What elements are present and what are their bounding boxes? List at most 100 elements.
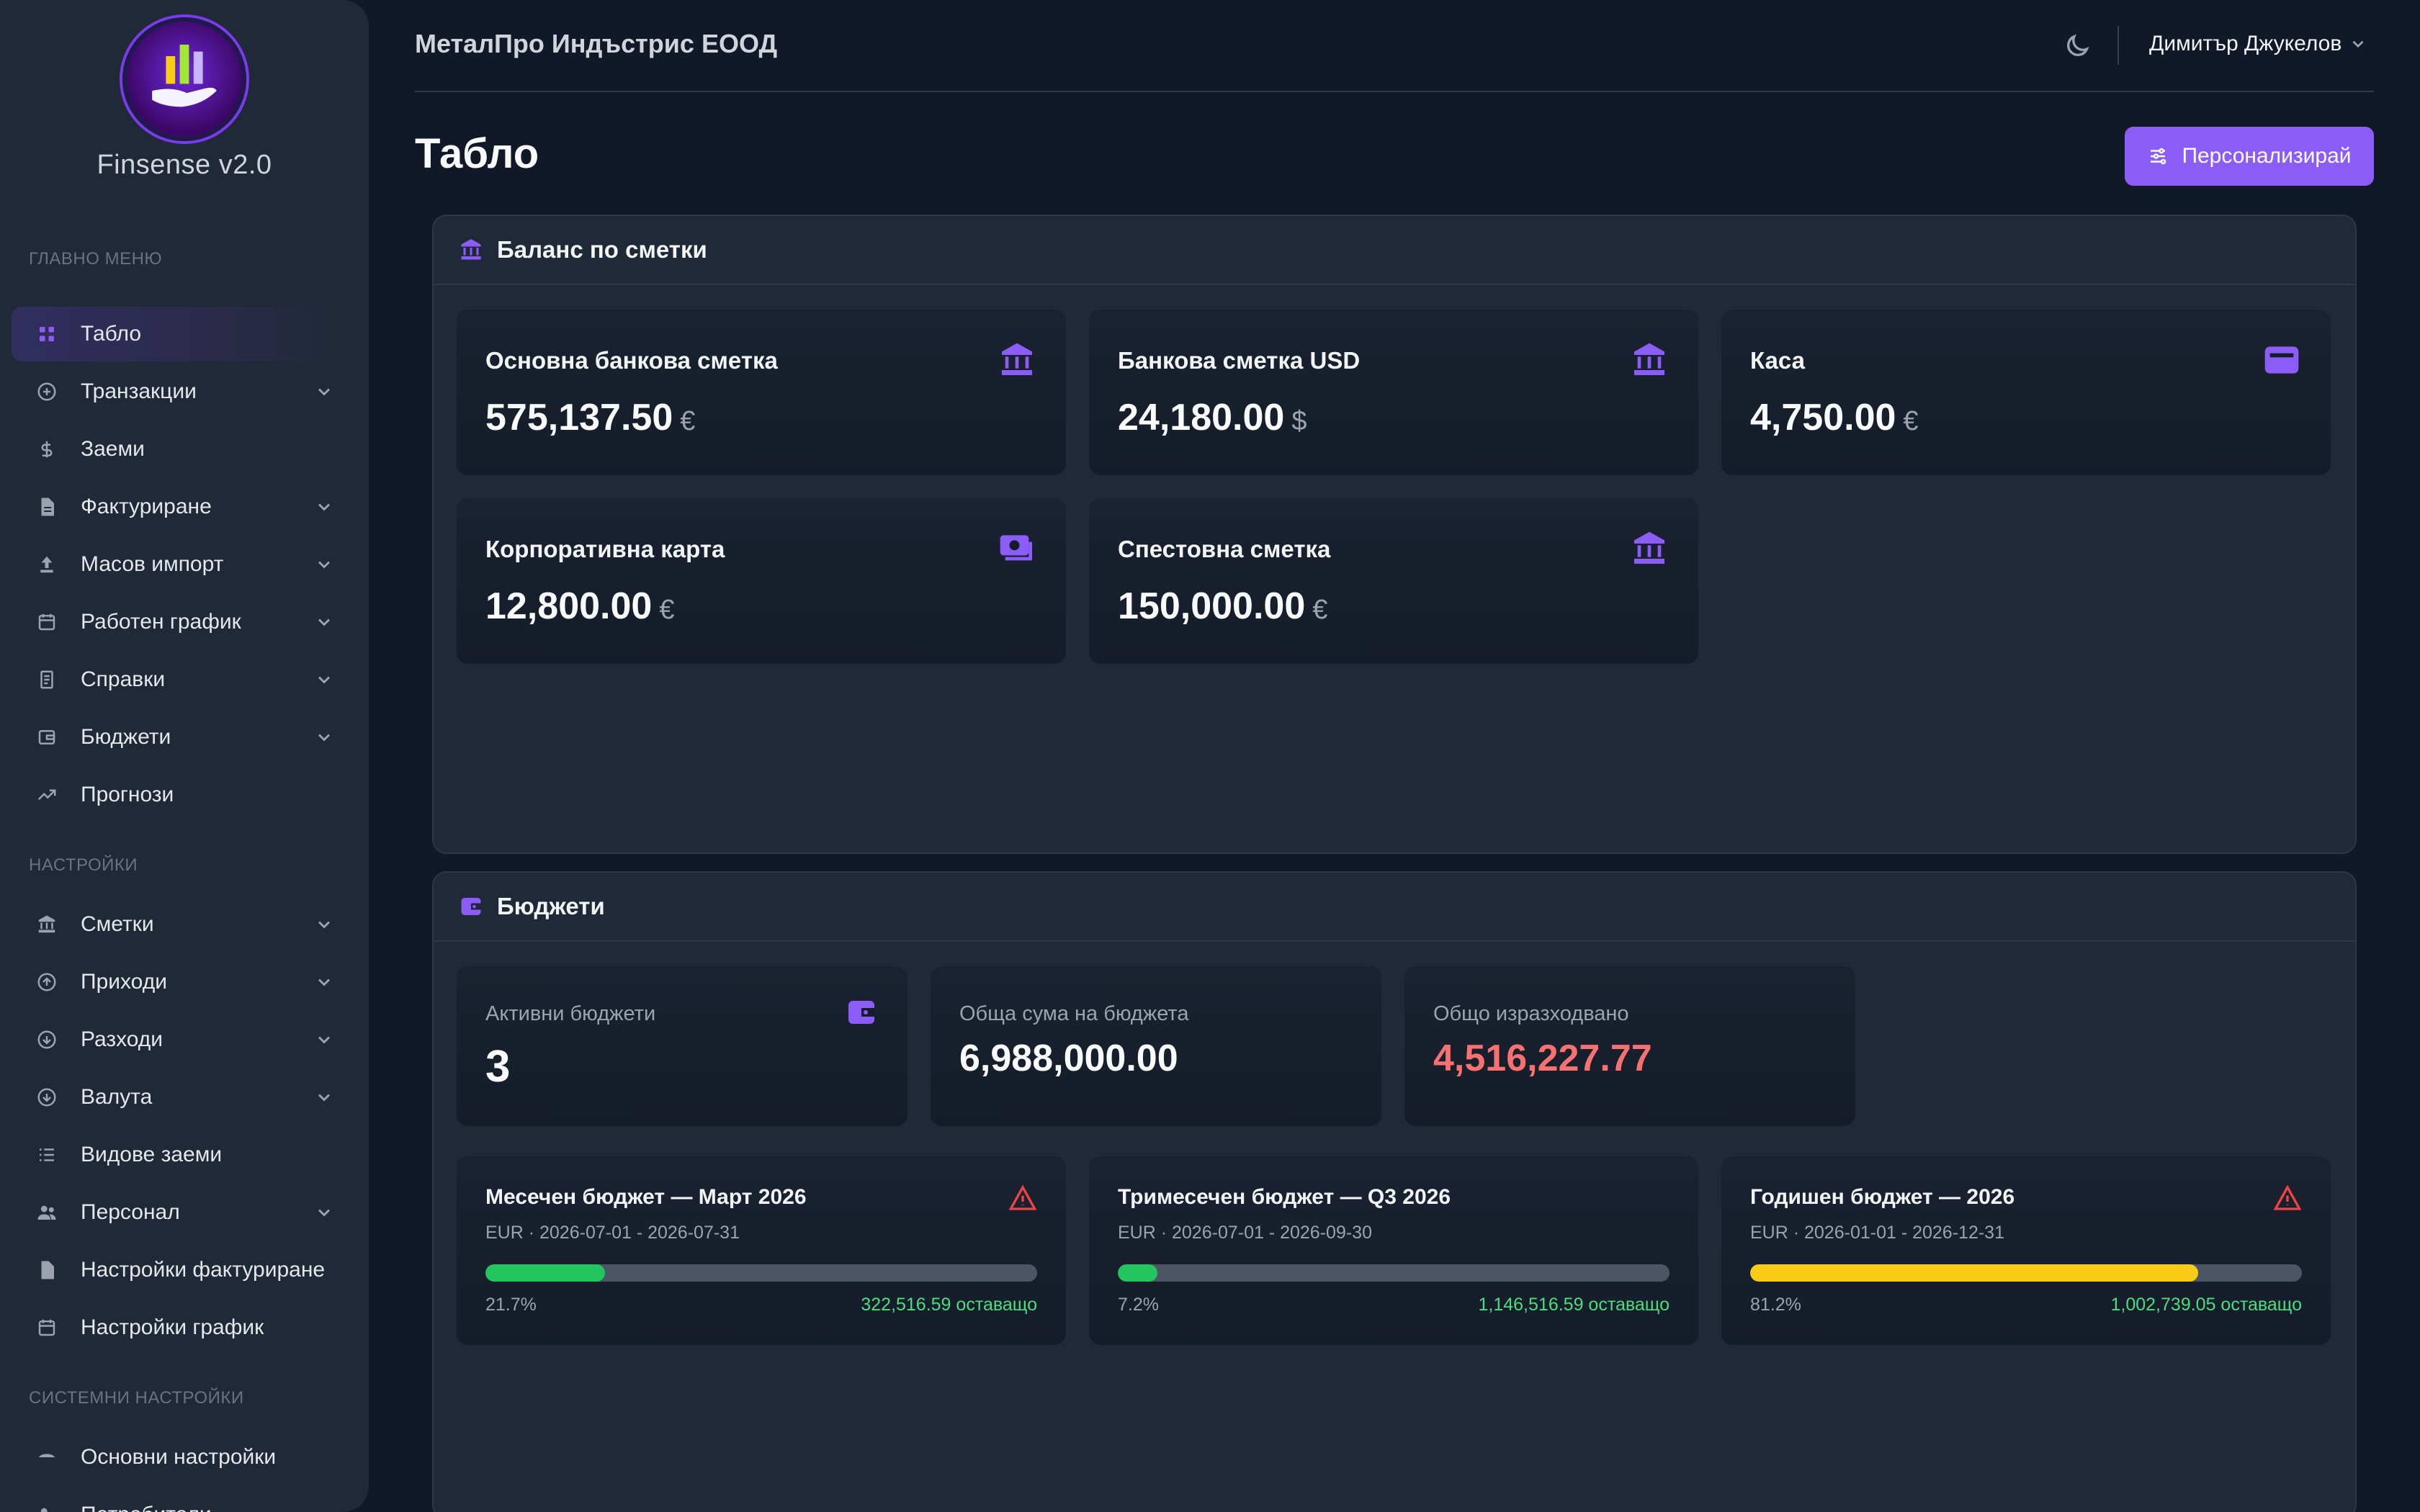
sidebar-item-dashboard[interactable]: Табло (12, 307, 357, 361)
account-currency: € (1312, 595, 1328, 625)
budget-meta: EUR · 2026-07-01 - 2026-07-31 (485, 1223, 740, 1243)
chevron-down-icon[interactable] (314, 670, 334, 690)
budget-card-annual[interactable]: Годишен бюджет — 2026 EUR · 2026-01-01 -… (1721, 1156, 2331, 1345)
account-amount: 575,137.50 (485, 397, 673, 438)
chevron-down-icon[interactable] (314, 914, 334, 935)
settings-menu-label: НАСТРОЙКИ (29, 855, 138, 875)
budgets-panel-title: Бюджети (497, 893, 605, 919)
sidebar-item-label: Справки (81, 667, 166, 691)
account-card-corporate[interactable]: Корпоративна карта 12,800.00 € (457, 498, 1066, 664)
sidebar-item-label: Потребители (81, 1503, 212, 1512)
report-icon (35, 667, 59, 692)
balances-panel: Баланс по сметки Основна банкова сметка … (432, 215, 2357, 854)
chevron-down-icon[interactable] (314, 727, 334, 747)
chevron-down-icon[interactable] (314, 1030, 334, 1050)
upload-icon (35, 552, 59, 577)
chevron-down-icon[interactable] (314, 497, 334, 517)
sidebar-item-income[interactable]: Приходи (12, 955, 357, 1009)
sidebar-item-label: Основни настройки (81, 1445, 277, 1469)
budget-remaining: 322,516.59 оставащо (861, 1295, 1037, 1315)
brand-logo[interactable] (122, 17, 246, 141)
sidebar-item-general-settings[interactable]: Основни настройки (12, 1430, 357, 1485)
customize-button-label: Персонализирай (2182, 144, 2352, 168)
stat-card-total-budget: Обща сума на бюджета 6,988,000.00 (931, 966, 1381, 1126)
account-name: Банкова сметка USD (1118, 347, 1361, 374)
wallet-icon (844, 995, 879, 1030)
sidebar-item-label: Транзакции (81, 379, 197, 403)
budget-card-quarterly[interactable]: Тримесечен бюджет — Q3 2026 EUR · 2026-0… (1089, 1156, 1698, 1345)
account-currency: € (1903, 406, 1919, 436)
budget-name: Тримесечен бюджет — Q3 2026 (1118, 1185, 1451, 1209)
settings-icon (35, 1445, 59, 1470)
plus-circle-icon (35, 379, 59, 404)
sidebar-item-work-schedule[interactable]: Работен график (12, 595, 357, 649)
sidebar-item-label: Персонал (81, 1200, 180, 1224)
chevron-down-icon[interactable] (314, 382, 334, 402)
chevron-down-icon[interactable] (314, 612, 334, 632)
chevron-down-icon[interactable] (314, 1087, 334, 1107)
sidebar-item-schedule-settings[interactable]: Настройки график (12, 1300, 357, 1355)
calendar-icon (35, 1315, 59, 1340)
sidebar-item-staff[interactable]: Персонал (12, 1185, 357, 1240)
stat-card-total-spent: Общо изразходвано 4,516,227.77 (1404, 966, 1855, 1126)
account-balance: 24,180.00 $ (1118, 396, 1307, 439)
sidebar-item-loan-types[interactable]: Видове заеми (12, 1128, 357, 1182)
account-card-cash[interactable]: Каса 4,750.00 € (1721, 310, 2331, 475)
topbar-divider (2118, 26, 2119, 65)
chevron-down-icon[interactable] (314, 554, 334, 575)
budget-remaining: 1,002,739.05 оставащо (2110, 1295, 2303, 1315)
sidebar-item-budgets[interactable]: Бюджети (12, 710, 357, 765)
wallet-icon (461, 898, 481, 915)
account-currency: $ (1291, 406, 1307, 436)
document-icon (35, 1258, 59, 1282)
moon-icon[interactable] (2063, 32, 2092, 60)
bank-icon (1629, 340, 1670, 380)
topbar: МеталПро Индъстрис ЕООД Димитър Джукелов (415, 0, 2374, 92)
chevron-down-icon[interactable] (314, 1202, 334, 1223)
user-menu[interactable]: Димитър Джукелов (2149, 32, 2367, 56)
account-card-main[interactable]: Основна банкова сметка 575,137.50 € (457, 310, 1066, 475)
account-amount: 12,800.00 (485, 585, 653, 627)
wallet-icon (35, 725, 59, 750)
main-menu-label: ГЛАВНО МЕНЮ (29, 249, 163, 269)
stat-label: Общо изразходвано (1433, 1002, 1629, 1025)
sidebar-item-label: Масов импорт (81, 552, 224, 576)
brand-name: Finsense v2.0 (97, 150, 272, 180)
sidebar-item-users[interactable]: Потребители (12, 1488, 357, 1512)
trend-icon (35, 783, 59, 807)
bank-icon (997, 340, 1037, 380)
cash-icon (997, 528, 1037, 569)
customize-button[interactable]: Персонализирай (2125, 127, 2374, 186)
warning-icon (2273, 1184, 2302, 1212)
budget-card-monthly[interactable]: Месечен бюджет — Март 2026 EUR · 2026-07… (457, 1156, 1066, 1345)
sidebar-item-expenses[interactable]: Разходи (12, 1012, 357, 1067)
account-card-usd[interactable]: Банкова сметка USD 24,180.00 $ (1089, 310, 1698, 475)
sidebar-item-accounts[interactable]: Сметки (12, 897, 357, 952)
sidebar-item-label: Прогнози (81, 783, 174, 806)
sidebar-item-loans[interactable]: Заеми (12, 422, 357, 477)
sidebar-item-bulk-import[interactable]: Масов импорт (12, 537, 357, 592)
sidebar-item-label: Приходи (81, 970, 167, 994)
account-card-savings[interactable]: Спестовна сметка 150,000.00 € (1089, 498, 1698, 664)
chevron-down-icon[interactable] (314, 972, 334, 992)
sidebar-item-currency[interactable]: Валута (12, 1070, 357, 1125)
stat-value: 3 (485, 1042, 511, 1092)
sidebar-item-label: Валута (81, 1085, 153, 1109)
sidebar-item-reports[interactable]: Справки (12, 652, 357, 707)
sidebar-item-invoicing[interactable]: Фактуриране (12, 480, 357, 534)
sidebar-item-label: Заеми (81, 437, 145, 461)
sidebar-item-forecasts[interactable]: Прогнози (12, 768, 357, 822)
budget-meta: EUR · 2026-07-01 - 2026-09-30 (1118, 1223, 1372, 1243)
sidebar-item-label: Табло (81, 322, 142, 346)
sidebar-item-transactions[interactable]: Транзакции (12, 364, 357, 419)
budget-progress-track (1118, 1264, 1670, 1282)
budget-name: Годишен бюджет — 2026 (1750, 1185, 2015, 1209)
cash-box-icon (2262, 340, 2302, 380)
budget-meta: EUR · 2026-01-01 - 2026-12-31 (1750, 1223, 2004, 1243)
chevron-down-icon (2352, 40, 2364, 48)
balances-panel-title: Баланс по сметки (497, 236, 707, 263)
sidebar-item-invoicing-settings[interactable]: Настройки фактуриране (12, 1243, 357, 1297)
budget-progress-fill (1750, 1264, 2198, 1282)
sidebar-item-label: Настройки график (81, 1315, 264, 1339)
bank-icon (35, 912, 59, 937)
